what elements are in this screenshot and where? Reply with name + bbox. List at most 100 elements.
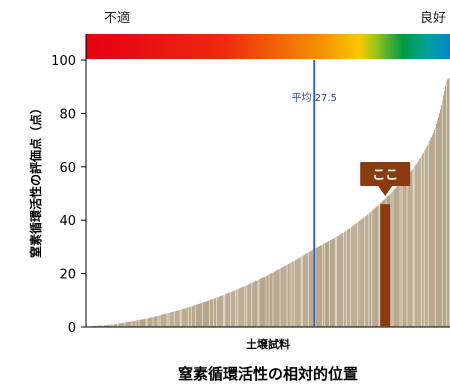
bar: [113, 324, 115, 327]
bar: [102, 325, 104, 327]
bar: [405, 176, 407, 327]
bar: [171, 312, 173, 327]
bar: [416, 162, 418, 327]
bar: [190, 306, 192, 327]
y-ticks-group: 0 20 40 60 80 100: [51, 54, 86, 336]
bar: [191, 306, 193, 327]
bar: [297, 258, 299, 327]
bar: [96, 325, 98, 327]
bar: [280, 267, 282, 327]
bar: [183, 308, 185, 327]
bar: [230, 292, 232, 327]
bar: [197, 304, 199, 327]
bar: [392, 190, 394, 327]
bar: [205, 301, 208, 327]
bar: [119, 323, 121, 327]
bar: [155, 316, 157, 327]
bar: [123, 322, 125, 327]
bar: [125, 322, 127, 327]
bar: [432, 132, 434, 327]
bar: [154, 316, 156, 327]
bar: [429, 139, 431, 327]
bar: [143, 318, 145, 327]
bar: [227, 293, 229, 327]
bar: [173, 311, 175, 327]
bar: [394, 188, 396, 327]
bar: [300, 256, 302, 327]
bar: [335, 237, 337, 327]
bar: [423, 151, 425, 327]
bar: [174, 311, 176, 327]
bar: [232, 291, 234, 327]
bar: [283, 266, 285, 327]
bar: [204, 301, 207, 327]
bar: [400, 182, 402, 327]
bar: [141, 319, 143, 327]
bar: [108, 324, 110, 327]
bar: [142, 319, 144, 327]
bar: [438, 113, 440, 328]
bar: [271, 272, 273, 327]
bar: [181, 309, 183, 327]
bar: [448, 78, 450, 327]
bar: [106, 325, 108, 327]
bar: [199, 303, 201, 327]
bar: [305, 253, 307, 327]
bar: [100, 325, 102, 327]
bar: [390, 192, 392, 327]
bar: [301, 255, 303, 327]
bar: [435, 123, 437, 327]
bar: [326, 241, 329, 327]
bar: [101, 325, 103, 327]
bar: [150, 317, 152, 327]
bar: [377, 205, 379, 327]
bar: [304, 254, 306, 327]
bar: [415, 164, 417, 327]
bar: [430, 137, 432, 327]
bar: [413, 167, 415, 327]
bar: [336, 236, 338, 327]
bar: [334, 238, 336, 327]
bar: [344, 231, 346, 327]
bar: [391, 191, 393, 327]
bar: [320, 245, 322, 327]
bar: [317, 246, 319, 327]
bar: [132, 321, 134, 327]
bar: [212, 299, 214, 327]
bar: [316, 247, 318, 327]
bar: [365, 215, 367, 327]
bar: [294, 260, 296, 327]
bar: [116, 323, 118, 327]
bar: [327, 241, 330, 327]
bar: [225, 294, 227, 327]
bar: [354, 224, 356, 327]
bar: [215, 297, 217, 327]
bar: [169, 312, 171, 327]
bar: [145, 318, 147, 327]
bar: [362, 218, 364, 327]
bar: [246, 285, 248, 327]
bar: [220, 296, 222, 327]
bar: [245, 285, 247, 327]
scale-bad-label: 不適: [104, 10, 130, 26]
average-label: 平均 27.5: [292, 92, 337, 104]
bar: [395, 187, 397, 327]
bar: [403, 179, 405, 327]
bar: [192, 305, 194, 327]
bar: [250, 283, 252, 327]
bar: [322, 243, 325, 327]
bar: [109, 324, 111, 327]
bar: [352, 226, 354, 327]
bar: [131, 321, 133, 327]
bar: [249, 283, 251, 327]
bar: [281, 267, 283, 327]
bar: [397, 185, 399, 327]
bar: [186, 307, 188, 327]
bar: [431, 135, 433, 327]
y-tick-label: 40: [59, 214, 76, 229]
bar: [366, 215, 368, 327]
bar: [411, 169, 413, 327]
bar: [351, 226, 353, 328]
bar: [184, 308, 186, 327]
bar: [445, 81, 448, 327]
